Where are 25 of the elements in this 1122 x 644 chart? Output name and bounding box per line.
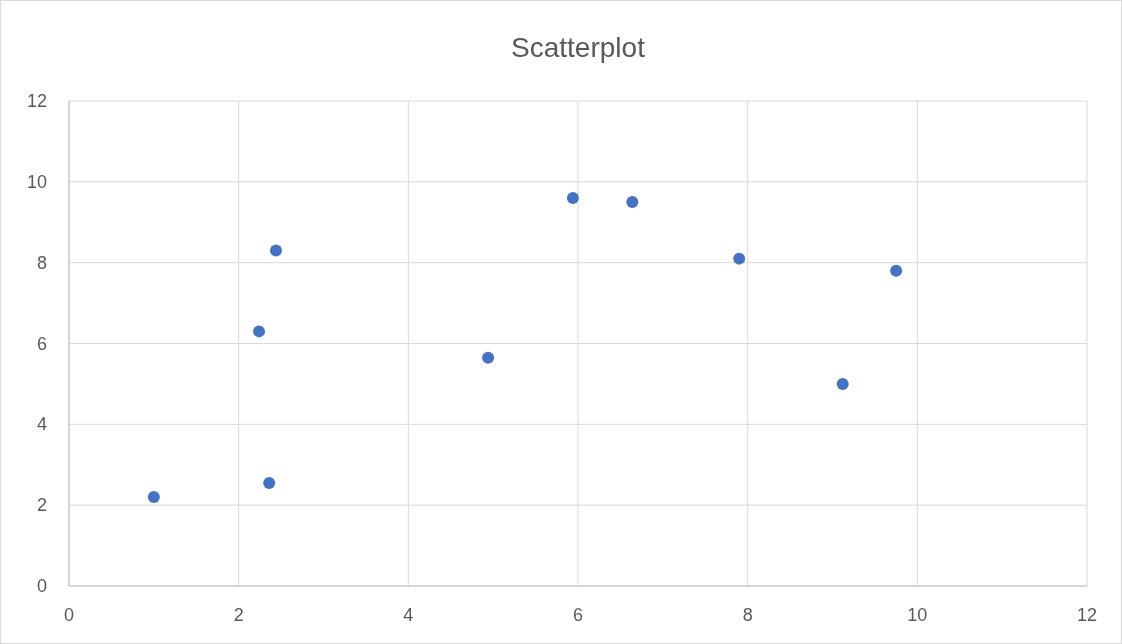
y-tick-label: 8	[36, 252, 47, 273]
point	[733, 252, 746, 265]
y-tick-label: 6	[36, 333, 47, 354]
point	[147, 491, 160, 504]
point	[836, 377, 849, 390]
point	[253, 325, 266, 338]
x-tick-label: 12	[1076, 605, 1098, 625]
x-tick-label: 2	[233, 605, 244, 625]
y-tick-label: 10	[26, 171, 47, 192]
point	[626, 196, 639, 209]
chart-title: Scatterplot	[511, 32, 646, 63]
point	[263, 476, 276, 489]
point	[566, 192, 579, 204]
point	[890, 264, 903, 277]
y-tick-label: 2	[36, 495, 47, 516]
x-tick-label: 10	[907, 605, 928, 625]
point	[482, 351, 495, 364]
y-tick-label: 0	[36, 576, 47, 596]
y-tick-label: 4	[36, 414, 47, 435]
x-tick-label: 4	[403, 605, 414, 625]
y-tick-label: 12	[26, 91, 47, 111]
point	[269, 244, 282, 257]
x-tick-label: 8	[742, 605, 753, 625]
x-tick-label: 6	[572, 605, 584, 625]
x-tick-label: 0	[63, 605, 75, 625]
